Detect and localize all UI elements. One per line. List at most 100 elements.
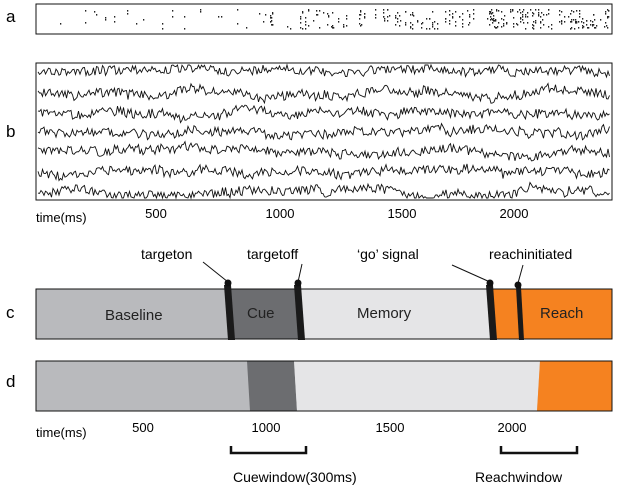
spike-mark <box>426 28 428 30</box>
spike-mark <box>218 16 220 18</box>
spike-mark <box>397 12 399 14</box>
spike-mark <box>338 18 340 20</box>
spike-mark <box>503 23 505 25</box>
spike-mark <box>308 10 310 12</box>
spike-mark <box>305 17 307 19</box>
spike-mark <box>540 16 542 18</box>
window-memory-block <box>294 361 540 411</box>
spike-mark <box>571 21 573 23</box>
spike-mark <box>300 16 302 18</box>
spike-mark <box>364 13 366 15</box>
spike-mark <box>506 22 508 24</box>
spike-mark <box>493 20 495 22</box>
spike-mark <box>375 9 377 11</box>
event-dot-target-on <box>224 279 232 287</box>
spike-mark <box>575 19 577 21</box>
spike-mark <box>590 24 592 26</box>
spike-mark <box>513 26 515 28</box>
spike-mark <box>582 27 584 29</box>
spike-mark <box>319 10 321 12</box>
spike-mark <box>473 9 475 11</box>
spike-raster <box>60 9 610 30</box>
spike-mark <box>582 25 584 27</box>
spike-mark <box>327 13 329 15</box>
spike-mark <box>172 10 174 12</box>
spike-mark <box>346 15 348 17</box>
spike-mark <box>579 16 581 18</box>
spike-mark <box>432 26 434 28</box>
spike-mark <box>300 22 302 24</box>
spike-mark <box>469 14 471 16</box>
spike-mark <box>417 20 419 22</box>
spike-mark <box>561 21 563 23</box>
spike-mark <box>60 23 62 25</box>
spike-mark <box>412 12 414 14</box>
spike-mark <box>237 23 239 25</box>
event-bar-target-off <box>294 285 305 340</box>
time-axis-label-b: time(ms) <box>36 210 87 225</box>
spike-mark <box>489 11 491 13</box>
spike-mark <box>395 17 397 19</box>
spike-mark <box>495 20 497 22</box>
phase-reach-block <box>492 289 612 339</box>
spike-mark <box>548 13 550 15</box>
spike-mark <box>105 19 107 21</box>
spike-mark <box>571 10 573 12</box>
spike-mark <box>384 18 386 20</box>
lfp-trace <box>37 163 610 182</box>
spike-mark <box>469 22 471 24</box>
spike-mark <box>575 22 577 24</box>
spike-mark <box>530 9 532 11</box>
spike-mark <box>410 27 412 29</box>
phase-label-cue: Cue <box>247 305 275 322</box>
event-dot-go-signal <box>486 279 494 287</box>
spike-mark <box>570 21 572 23</box>
spike-mark <box>522 19 524 21</box>
spike-mark <box>492 22 494 24</box>
spike-mark <box>570 13 572 15</box>
spike-mark <box>583 22 585 24</box>
leader-line-go-signal <box>451 264 491 283</box>
spike-mark <box>422 22 424 24</box>
spike-mark <box>399 15 401 17</box>
spike-mark <box>498 10 500 12</box>
event-label-target-off: targetoff <box>247 246 298 262</box>
phase-label-reach: Reach <box>540 305 583 322</box>
spike-mark <box>405 22 407 24</box>
spike-mark <box>114 16 116 18</box>
spike-mark <box>527 22 529 24</box>
tick-label-b-2000: 2000 <box>500 206 529 221</box>
spike-mark <box>375 14 377 16</box>
spike-mark <box>605 13 607 15</box>
spike-mark <box>462 13 464 15</box>
spike-mark <box>316 14 318 16</box>
spike-mark <box>332 25 334 27</box>
spike-mark <box>575 21 577 23</box>
spike-mark <box>395 24 397 26</box>
spike-mark <box>586 24 588 26</box>
spike-mark <box>497 26 499 28</box>
spike-mark <box>540 21 542 23</box>
spike-mark <box>512 10 514 12</box>
spike-mark <box>432 22 434 24</box>
spike-mark <box>564 21 566 23</box>
spike-mark <box>270 17 272 19</box>
spike-mark <box>517 24 519 26</box>
spike-mark <box>495 27 497 29</box>
spike-mark <box>412 24 414 26</box>
spike-mark <box>343 26 345 28</box>
lfp-trace <box>37 104 610 124</box>
spike-mark <box>491 13 493 15</box>
panel-label-b: b <box>6 122 15 141</box>
spike-mark <box>421 23 423 25</box>
spike-mark <box>516 23 518 25</box>
spike-mark <box>540 27 542 29</box>
spike-mark <box>332 12 334 14</box>
spike-mark <box>272 13 274 15</box>
spike-mark <box>449 10 451 12</box>
spike-mark <box>503 25 505 27</box>
spike-mark <box>412 14 414 16</box>
reach-window-bracket <box>499 446 579 455</box>
spike-mark <box>313 20 315 22</box>
